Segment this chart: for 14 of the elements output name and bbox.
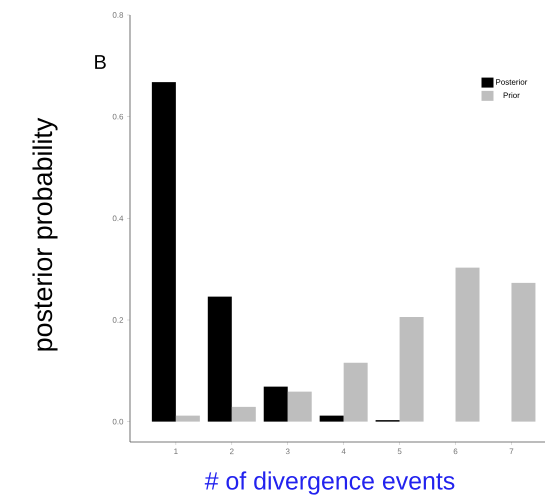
bar bbox=[176, 416, 200, 422]
bar bbox=[344, 362, 368, 422]
bar bbox=[152, 82, 176, 422]
bar bbox=[320, 416, 344, 422]
x-axis-title: # of divergence events bbox=[204, 471, 454, 495]
bar bbox=[264, 386, 288, 422]
bar bbox=[208, 296, 232, 422]
y-axis-title: posterior probability bbox=[32, 118, 58, 351]
bar bbox=[400, 316, 424, 422]
bar bbox=[511, 282, 536, 422]
text: B bbox=[95, 55, 106, 69]
bar bbox=[456, 268, 480, 422]
bar bbox=[232, 406, 256, 422]
bar bbox=[288, 392, 312, 422]
